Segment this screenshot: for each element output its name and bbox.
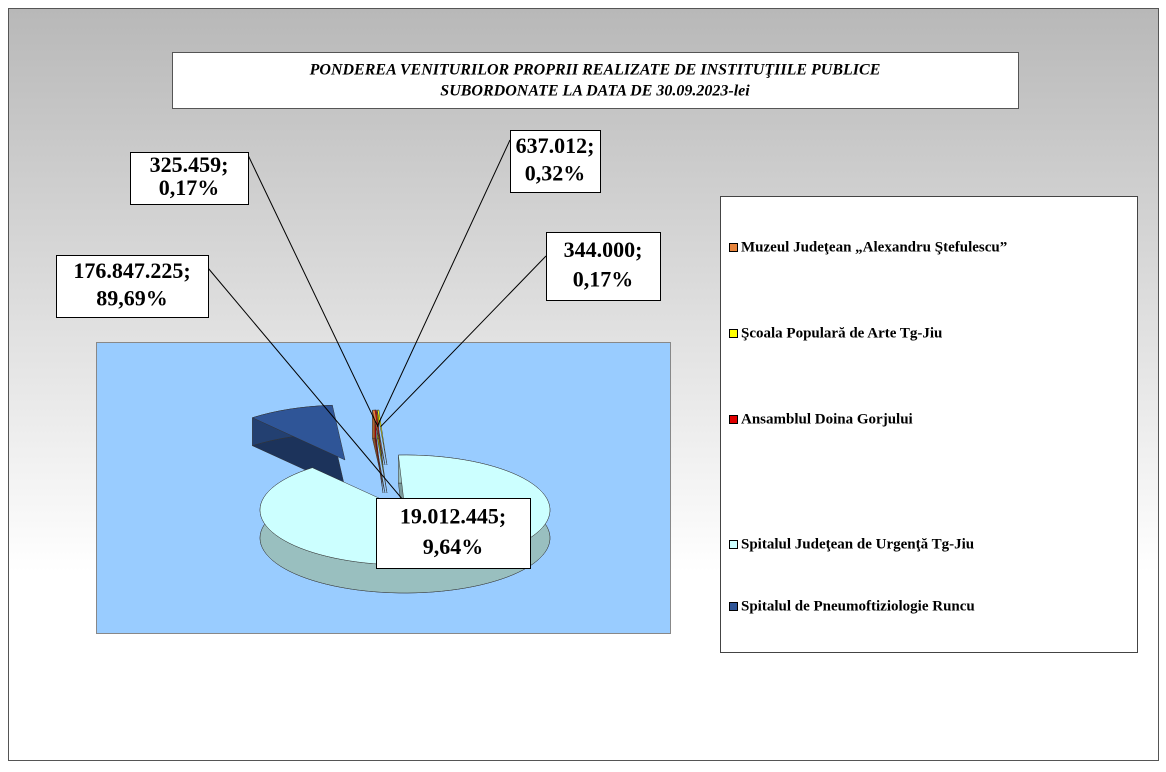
data-label: 344.000; xyxy=(564,237,643,262)
data-label: 0,32% xyxy=(525,160,586,185)
legend-swatch xyxy=(729,329,738,338)
leader-line xyxy=(376,139,511,427)
legend-label: Şcoala Populară de Arte Tg-Jiu xyxy=(741,325,942,341)
title-box xyxy=(172,52,1019,109)
legend-swatch xyxy=(729,415,738,424)
legend-label: Spitalul Judeţean de Urgenţă Tg-Jiu xyxy=(741,536,974,552)
data-label-box xyxy=(510,130,601,193)
leader-line xyxy=(380,255,547,427)
legend-swatch xyxy=(729,602,738,611)
legend-label: Muzeul Judeţean „Alexandru Ştefulescu” xyxy=(741,239,1007,255)
data-label: 0,17% xyxy=(573,267,634,292)
data-label: 0,17% xyxy=(159,175,220,200)
legend-swatch xyxy=(729,243,738,252)
legend-label: Spitalul de Pneumoftiziologie Runcu xyxy=(741,598,975,614)
data-label: 176.847.225; xyxy=(73,258,190,283)
leader-line xyxy=(247,154,379,427)
data-label: 9,64% xyxy=(423,534,484,559)
legend-swatch xyxy=(729,540,738,549)
legend-label: Ansamblul Doina Gorjului xyxy=(741,411,913,427)
data-label: 89,69% xyxy=(96,285,168,310)
data-label-box xyxy=(376,498,531,569)
data-label: 637.012; xyxy=(516,133,595,158)
chart-title: SUBORDONATE LA DATA DE 30.09.2023-lei xyxy=(440,83,750,100)
slice xyxy=(377,409,388,466)
data-label-box xyxy=(56,255,209,318)
data-label: 19.012.445; xyxy=(400,503,506,528)
chart-title: PONDEREA VENITURILOR PROPRII REALIZATE D… xyxy=(309,62,881,79)
data-label-box xyxy=(130,152,249,205)
data-label-box xyxy=(546,232,661,301)
data-label: 325.459; xyxy=(150,152,229,177)
plot-area xyxy=(96,342,671,634)
slice xyxy=(251,404,346,461)
legend-box xyxy=(720,196,1138,653)
